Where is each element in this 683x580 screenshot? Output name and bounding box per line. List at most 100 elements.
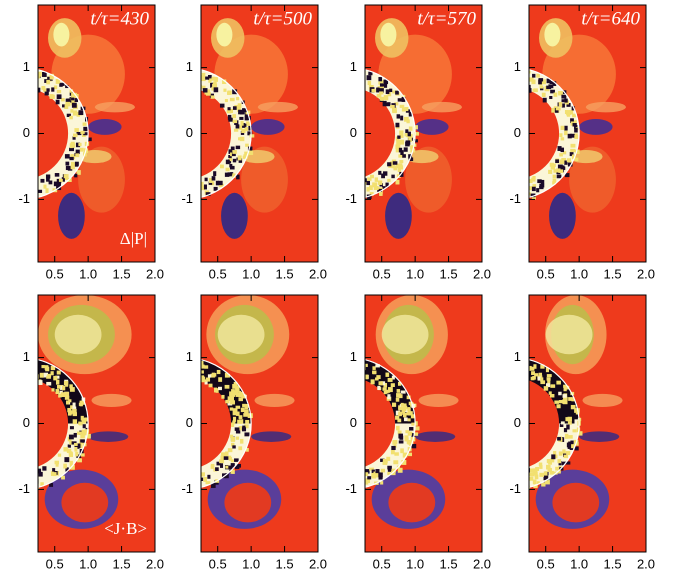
speckle xyxy=(400,448,404,454)
speckle xyxy=(365,374,369,380)
speckle xyxy=(408,111,412,117)
speckle xyxy=(385,372,390,377)
speckle xyxy=(401,96,406,102)
speckle xyxy=(399,104,405,108)
speckle xyxy=(534,373,539,377)
speckle xyxy=(529,186,534,191)
speckle xyxy=(59,385,64,390)
speckle xyxy=(75,142,81,148)
speckle xyxy=(52,472,57,477)
x-tick-label: 0.5 xyxy=(537,556,555,571)
speckle xyxy=(219,103,225,108)
speckle xyxy=(568,110,572,115)
speckle xyxy=(520,375,524,379)
speckle xyxy=(242,403,247,408)
x-tick-label: 1.5 xyxy=(276,556,294,571)
speckle xyxy=(195,74,200,78)
speckle xyxy=(33,77,36,80)
speckle xyxy=(387,377,393,382)
speckle xyxy=(397,467,403,473)
speckle xyxy=(244,432,250,437)
speckle xyxy=(375,469,380,474)
speckle xyxy=(391,165,395,169)
speckle xyxy=(70,464,75,470)
speckle xyxy=(198,87,201,90)
speckle xyxy=(367,177,372,181)
speckle xyxy=(380,468,386,473)
speckle xyxy=(555,107,561,111)
speckle xyxy=(206,89,210,94)
speckle xyxy=(395,415,400,420)
speckle xyxy=(562,449,566,455)
speckle xyxy=(536,188,540,193)
speckle xyxy=(238,397,243,402)
speckle xyxy=(27,182,30,185)
x-tick-label: 0.5 xyxy=(373,556,391,571)
speckle xyxy=(414,421,418,426)
speckle xyxy=(53,181,59,187)
speckle xyxy=(574,157,579,162)
speckle xyxy=(395,163,400,169)
speckle xyxy=(382,101,387,107)
speckle xyxy=(66,98,72,103)
speckle xyxy=(227,172,232,177)
field-blob xyxy=(579,431,620,442)
speckle xyxy=(358,195,362,199)
speckle xyxy=(397,98,403,102)
speckle xyxy=(43,88,47,92)
speckle xyxy=(205,76,210,80)
speckle xyxy=(360,85,364,88)
speckle xyxy=(513,185,516,189)
speckle xyxy=(67,167,73,171)
speckle xyxy=(188,184,193,188)
speckle xyxy=(27,183,32,186)
speckle xyxy=(229,395,235,401)
speckle xyxy=(230,469,235,474)
speckle xyxy=(231,389,235,394)
speckle xyxy=(559,133,563,138)
speckle xyxy=(397,381,402,386)
x-tick-label: 0.5 xyxy=(209,266,227,281)
speckle xyxy=(53,85,58,90)
speckle xyxy=(193,184,197,187)
speckle xyxy=(378,170,382,175)
speckle xyxy=(396,393,401,398)
x-tick-label: 2.0 xyxy=(146,266,164,281)
speckle xyxy=(519,87,522,91)
speckle xyxy=(69,426,74,430)
speckle xyxy=(365,469,370,474)
speckle xyxy=(184,476,187,479)
speckle xyxy=(61,177,65,182)
speckle xyxy=(195,88,199,91)
speckle xyxy=(395,90,399,95)
speckle xyxy=(50,371,54,376)
speckle xyxy=(568,441,573,447)
speckle xyxy=(392,90,397,94)
speckle xyxy=(375,364,380,368)
speckle xyxy=(203,184,207,190)
speckle xyxy=(404,106,409,112)
speckle xyxy=(49,94,54,99)
speckle xyxy=(227,90,232,95)
speckle xyxy=(196,363,200,366)
speckle xyxy=(399,130,404,136)
speckle xyxy=(193,87,196,91)
speckle xyxy=(389,161,395,167)
speckle xyxy=(411,433,416,437)
speckle xyxy=(531,186,536,192)
speckle xyxy=(558,90,563,96)
speckle xyxy=(246,115,251,121)
x-tick-label: 2.0 xyxy=(637,556,655,571)
field-blob xyxy=(58,192,85,239)
speckle xyxy=(84,431,89,435)
speckle xyxy=(49,76,54,80)
speckle xyxy=(396,389,401,393)
speckle xyxy=(543,475,549,481)
speckle xyxy=(67,407,72,413)
speckle xyxy=(413,143,417,147)
speckle xyxy=(381,173,385,179)
speckle xyxy=(372,366,376,370)
speckle xyxy=(557,470,561,474)
speckle xyxy=(217,180,223,186)
field-blob xyxy=(585,101,626,113)
